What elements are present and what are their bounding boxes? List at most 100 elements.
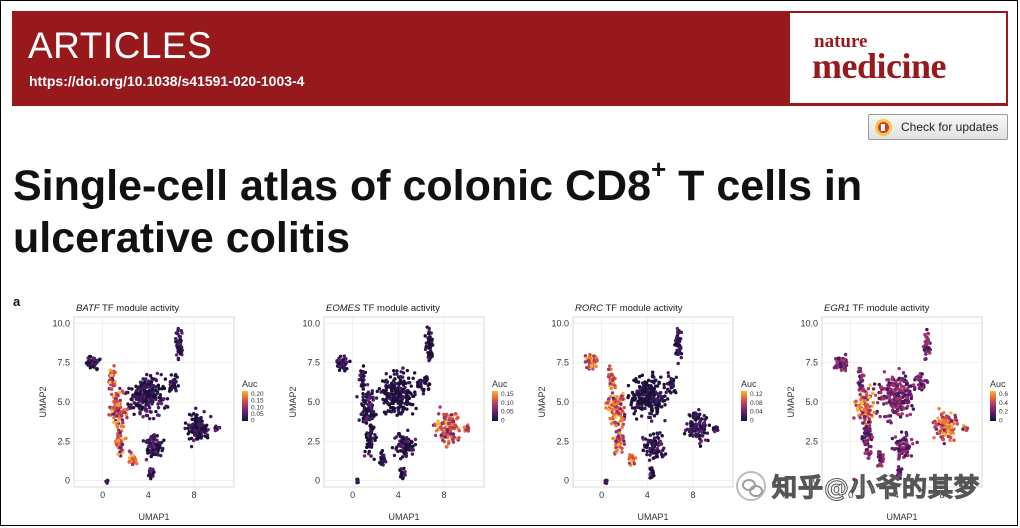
umap-cell-point: [343, 369, 347, 373]
umap-cell-point: [173, 385, 177, 390]
umap-cell-point: [104, 479, 108, 484]
umap-cell-point: [839, 358, 844, 362]
umap-cell-point: [920, 372, 924, 376]
umap-cell-point: [877, 463, 881, 468]
legend-title: Auc: [492, 379, 508, 389]
umap-cell-point: [911, 407, 916, 411]
umap-cell-point: [834, 357, 838, 361]
umap-cell-point: [643, 389, 647, 393]
umap-cell-point: [900, 448, 904, 452]
umap-cell-point: [395, 372, 399, 376]
umap-cell-point: [615, 448, 619, 452]
umap-cell-point: [381, 463, 385, 467]
umap-cell-point: [398, 397, 402, 401]
umap-cell-point: [903, 374, 908, 378]
umap-cell-point: [881, 454, 885, 458]
umap-cell-point: [664, 390, 668, 395]
umap-cell-point: [919, 383, 923, 387]
umap-panel-eomes: EOMES TF module activity 0 4 8 0 2.5 5.0 7.5 10.…: [284, 300, 524, 528]
umap-cell-point: [150, 402, 154, 406]
umap-cell-point: [439, 433, 443, 437]
umap-cell-point: [663, 418, 667, 423]
umap-cell-point: [180, 331, 184, 335]
umap-cell-point: [905, 413, 909, 418]
umap-cell-point: [619, 394, 624, 398]
umap-cell-point: [118, 405, 123, 410]
umap-cell-point: [648, 472, 652, 477]
umap-cell-point: [155, 371, 160, 376]
umap-cell-point: [698, 441, 702, 446]
umap-cell-point: [108, 405, 112, 409]
umap-cell-point: [921, 379, 925, 383]
umap-cell-point: [369, 454, 373, 458]
umap-cell-point: [362, 399, 367, 404]
umap-cell-point: [906, 453, 910, 458]
doi-link[interactable]: https://doi.org/10.1038/s41591-020-1003-…: [29, 73, 305, 89]
umap-cell-point: [648, 476, 653, 480]
umap-cell-point: [110, 376, 114, 381]
umap-cell-point: [123, 410, 127, 415]
article-header-banner: ARTICLES https://doi.org/10.1038/s41591-…: [12, 11, 1008, 106]
umap-cell-point: [162, 438, 166, 442]
umap-cell-point: [364, 421, 369, 425]
umap-cell-point: [342, 360, 346, 365]
umap-cell-point: [838, 362, 843, 366]
umap-cell-point: [636, 391, 641, 396]
umap-cell-point: [380, 449, 385, 453]
umap-cell-point: [870, 435, 875, 439]
umap-cell-point: [401, 476, 405, 481]
umap-cell-point: [156, 405, 161, 410]
umap-cell-point: [867, 456, 871, 460]
umap-cell-point: [168, 382, 172, 387]
umap-cell-point: [359, 375, 364, 380]
umap-cell-point: [910, 442, 915, 446]
umap-cell-point: [901, 405, 905, 410]
legend-tick-label: 0.4: [999, 400, 1008, 407]
umap-cell-point: [866, 387, 871, 391]
umap-cell-point: [397, 382, 402, 386]
umap-cell-point: [698, 444, 703, 448]
umap-cell-point: [902, 385, 906, 389]
umap-cell-point: [940, 413, 944, 417]
umap-cell-point: [886, 377, 891, 382]
umap-cell-point: [453, 411, 458, 416]
umap-cell-point: [655, 455, 659, 459]
umap-cell-point: [672, 389, 676, 393]
umap-cell-point: [620, 425, 624, 430]
umap-cell-point: [385, 380, 389, 384]
umap-cell-point: [694, 426, 698, 431]
umap-cell-point: [427, 358, 431, 363]
umap-cell-point: [406, 376, 411, 380]
umap-cell-point: [422, 387, 426, 392]
check-for-updates-button[interactable]: Check for updates: [868, 114, 1008, 140]
umap-cell-point: [397, 411, 402, 416]
umap-cell-point: [886, 419, 890, 424]
umap-plot-svg: BATF TF module activity 0 4 8 0 2.5 5.0 7.5 10.0…: [38, 303, 264, 522]
umap-cell-point: [587, 358, 591, 363]
umap-cell-point: [871, 387, 876, 391]
umap-cell-point: [619, 419, 623, 423]
umap-cell-point: [449, 413, 453, 417]
umap-cell-point: [620, 450, 624, 454]
umap-cell-point: [900, 467, 904, 471]
journal-logo[interactable]: nature medicine: [790, 13, 1006, 103]
umap-cell-point: [118, 386, 122, 391]
umap-cell-point: [629, 400, 634, 405]
umap-cell-point: [643, 380, 647, 384]
umap-cell-point: [854, 403, 858, 407]
umap-cell-point: [112, 405, 116, 410]
y-tick-label: 10.0: [551, 318, 569, 328]
umap-cell-point: [882, 397, 886, 401]
umap-cell-point: [682, 432, 687, 436]
umap-cell-point: [647, 415, 651, 420]
umap-cell-point: [693, 412, 698, 416]
umap-cell-point: [150, 376, 154, 381]
umap-cell-point: [116, 393, 120, 397]
umap-cell-point: [869, 413, 874, 417]
umap-cell-point: [908, 412, 913, 417]
umap-cell-point: [842, 361, 846, 365]
umap-cell-point: [834, 364, 838, 368]
umap-cell-point: [861, 395, 865, 399]
umap-cell-point: [406, 439, 410, 444]
umap-cell-point: [632, 378, 636, 383]
